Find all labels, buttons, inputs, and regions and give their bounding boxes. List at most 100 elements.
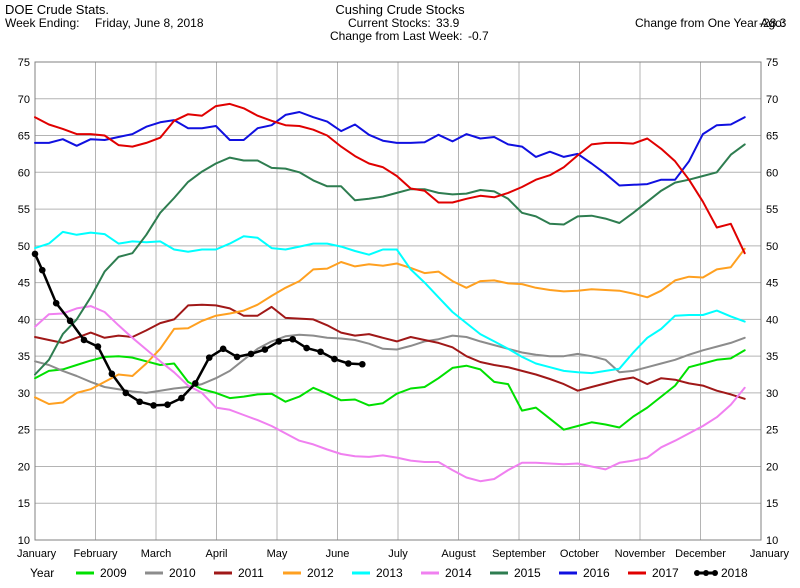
y-tick-label-left: 10 xyxy=(18,535,30,547)
y-tick-label-right: 60 xyxy=(766,167,778,179)
legend: Year 2009 2010 2011 2012 2013 2014 2015 2016 2017… xyxy=(30,566,748,580)
y-tick-label-left: 75 xyxy=(18,57,30,69)
point-2018 xyxy=(122,389,130,397)
x-tick-label: June xyxy=(326,548,350,560)
legend-label-2011: 2011 xyxy=(238,566,264,580)
x-tick-label: March xyxy=(141,548,172,560)
series-lines xyxy=(31,102,746,483)
point-2018 xyxy=(247,350,255,358)
y-tick-label-left: 45 xyxy=(18,278,30,290)
legend-label-2010: 2010 xyxy=(169,566,196,580)
plot-border xyxy=(34,61,762,541)
x-tick-label: November xyxy=(615,548,666,560)
x-tick-label: December xyxy=(675,548,726,560)
y-tick-label-right: 55 xyxy=(766,204,778,216)
chart-header-left-title: DOE Crude Stats. xyxy=(5,2,110,17)
y-tick-label-left: 70 xyxy=(18,94,30,106)
change-last-week-label: Change from Last Week: xyxy=(330,29,463,43)
legend-marker-2018 xyxy=(712,570,718,576)
week-ending-label: Week Ending: xyxy=(5,16,80,30)
x-tick-label: February xyxy=(73,548,118,560)
change-year-ago-value: -28.3 xyxy=(759,16,787,30)
series-line-2009 xyxy=(34,349,746,431)
series-line-2018 xyxy=(33,252,364,407)
point-2018 xyxy=(150,402,157,409)
point-2018 xyxy=(38,266,46,274)
week-ending-value: Friday, June 8, 2018 xyxy=(95,16,204,30)
legend-label-2013: 2013 xyxy=(376,566,403,580)
y-tick-label-right: 40 xyxy=(766,314,778,326)
x-tick-label: August xyxy=(441,548,475,560)
legend-label-2015: 2015 xyxy=(514,566,541,580)
point-2018 xyxy=(192,380,199,387)
y-tick-label-left: 50 xyxy=(18,241,30,253)
y-tick-label-right: 75 xyxy=(766,57,778,69)
series-line-2017 xyxy=(34,102,746,255)
point-2018 xyxy=(108,370,116,378)
y-tick-label-right: 25 xyxy=(766,425,778,437)
y-tick-label-left: 40 xyxy=(18,314,30,326)
x-tick-label: May xyxy=(267,548,288,560)
y-tick-label-right: 45 xyxy=(766,278,778,290)
point-2018 xyxy=(80,336,88,344)
y-tick-label-right: 10 xyxy=(766,535,778,547)
point-2018 xyxy=(136,398,143,406)
point-2018 xyxy=(345,360,352,367)
x-tick-label: April xyxy=(205,548,227,560)
legend-label-2016: 2016 xyxy=(583,566,610,580)
current-stocks-value: 33.9 xyxy=(436,16,460,30)
series-line-2016 xyxy=(34,111,746,187)
change-year-ago-label: Change from One Year Ago: xyxy=(635,16,786,30)
point-2018 xyxy=(94,343,102,350)
y-tick-label-right: 15 xyxy=(766,498,778,510)
point-2018 xyxy=(178,394,185,402)
x-tick-label: January xyxy=(750,548,790,560)
legend-label-2014: 2014 xyxy=(445,566,472,580)
y-tick-label-right: 30 xyxy=(766,388,778,400)
series-line-2014 xyxy=(34,305,746,483)
series-line-2010 xyxy=(34,333,746,394)
grid xyxy=(34,61,762,541)
point-2018 xyxy=(303,344,310,352)
y-tick-label-left: 25 xyxy=(18,425,30,437)
legend-title: Year xyxy=(30,566,54,580)
x-tick-label: October xyxy=(560,548,599,560)
x-tick-label: January xyxy=(17,548,57,560)
point-2018 xyxy=(317,348,324,356)
series-line-2011 xyxy=(34,303,746,400)
y-tick-label-right: 20 xyxy=(766,461,778,473)
point-2018 xyxy=(289,335,297,343)
axes: 10 10 15 15 20 20 25 25 30 30 35 35 40 40 45 45 50 50 55 55… xyxy=(17,57,789,560)
point-2018 xyxy=(52,299,60,307)
legend-label-2012: 2012 xyxy=(307,566,334,580)
point-2018 xyxy=(233,353,241,361)
legend-label-2009: 2009 xyxy=(100,566,127,580)
change-last-week-value: -0.7 xyxy=(468,29,489,43)
y-tick-label-left: 15 xyxy=(18,498,30,510)
point-2018 xyxy=(205,354,213,361)
current-stocks-label: Current Stocks: xyxy=(348,16,431,30)
point-2018 xyxy=(261,346,269,353)
legend-marker-2018 xyxy=(694,570,700,576)
y-tick-label-right: 35 xyxy=(766,351,778,363)
y-tick-label-right: 65 xyxy=(766,131,778,143)
point-2018 xyxy=(31,250,39,258)
x-tick-label: July xyxy=(388,548,408,560)
series-line-2015 xyxy=(34,143,746,376)
legend-label-2017: 2017 xyxy=(652,566,679,580)
y-tick-label-right: 70 xyxy=(766,94,778,106)
point-2018 xyxy=(331,355,338,363)
y-tick-label-left: 20 xyxy=(18,461,30,473)
point-2018 xyxy=(164,401,171,408)
y-tick-label-right: 50 xyxy=(766,241,778,253)
y-tick-label-left: 35 xyxy=(18,351,30,363)
y-tick-label-left: 60 xyxy=(18,167,30,179)
x-tick-label: September xyxy=(492,548,546,560)
point-2018 xyxy=(359,360,366,368)
y-tick-label-left: 30 xyxy=(18,388,30,400)
legend-label-2018: 2018 xyxy=(721,566,748,580)
point-2018 xyxy=(66,317,74,325)
series-line-2013 xyxy=(34,230,746,375)
point-2018 xyxy=(219,345,227,353)
